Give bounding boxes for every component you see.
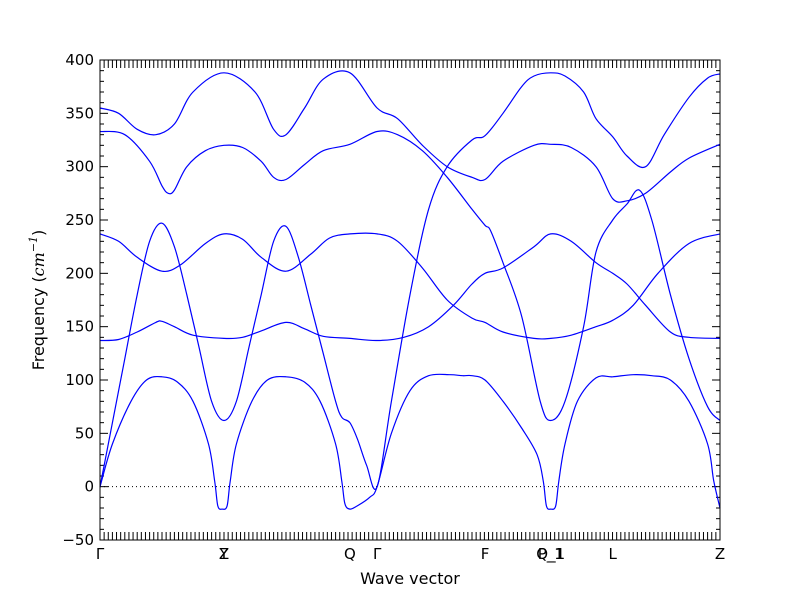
- x-tick-label: Z: [219, 545, 229, 563]
- y-tick-label: 100: [65, 371, 94, 389]
- y-tick-label: −50: [62, 531, 94, 549]
- branch-line-3: [99, 233, 721, 342]
- x-axis-ticks: [99, 60, 721, 540]
- branch-line-2: [99, 72, 721, 490]
- x-tick-label: Y: [218, 545, 229, 563]
- x-tick-label: Γ: [373, 545, 382, 563]
- branch-line-5: [99, 130, 721, 422]
- y-axis-label: Frequency (cm−1): [27, 230, 48, 371]
- branch-line-6: [99, 70, 721, 203]
- y-axis-label-suffix: ): [29, 230, 48, 236]
- x-tick-label: Q: [344, 545, 356, 563]
- branch-line-1: [99, 373, 721, 510]
- x-axis-tick-labels: Γ ZY Q Γ F P_1Q_1 L Z: [96, 545, 725, 564]
- y-axis-ticks: [100, 59, 720, 541]
- y-axis-label-prefix: Frequency (: [29, 276, 48, 370]
- y-tick-label: 400: [65, 51, 94, 69]
- dispersion-curves: [99, 70, 721, 510]
- branch-line-4: [99, 232, 721, 340]
- y-tick-label: 50: [75, 424, 94, 442]
- x-tick-label: Q_1: [536, 545, 565, 564]
- y-tick-label: 0: [84, 478, 94, 496]
- y-axis-label-unit: cm: [29, 252, 48, 276]
- y-axis-label-exponent: −1: [27, 236, 40, 252]
- x-tick-label: Γ: [96, 545, 105, 563]
- x-tick-label: F: [481, 545, 490, 563]
- x-tick-label: L: [609, 545, 618, 563]
- y-tick-label: 300: [65, 158, 94, 176]
- y-tick-label: 150: [65, 318, 94, 336]
- y-tick-label: 200: [65, 264, 94, 282]
- y-tick-label: 350: [65, 104, 94, 122]
- x-axis-label: Wave vector: [360, 569, 460, 588]
- y-tick-label: 250: [65, 211, 94, 229]
- x-tick-label: P_1: [538, 545, 564, 564]
- x-tick-label: Z: [715, 545, 725, 563]
- y-axis-tick-labels: −50 0 50 100 150 200 250 300 350 400: [62, 51, 94, 549]
- plot-frame: [99, 59, 721, 541]
